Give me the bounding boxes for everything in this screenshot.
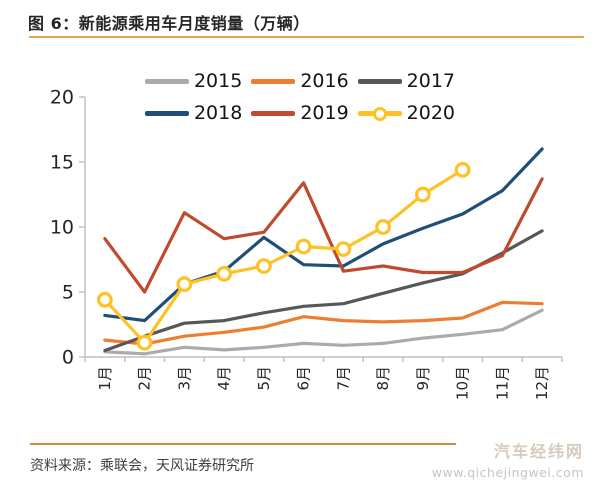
x-axis-label: 11月 <box>493 366 511 400</box>
series-marker-2020 <box>415 186 431 203</box>
y-axis-label: 15 <box>50 152 74 174</box>
series-line-2015 <box>103 308 544 356</box>
title-divider <box>29 36 584 38</box>
x-axis-label: 6月 <box>295 366 313 391</box>
x-axis-label: 9月 <box>414 366 432 391</box>
y-axis-label: 10 <box>50 217 74 239</box>
series-marker-2020 <box>176 276 193 293</box>
y-axis-label: 5 <box>62 282 74 304</box>
series-marker-2020 <box>136 334 153 351</box>
line-chart: 0 5 10 15 20 1月 2月 3月 4月 5月 6月 7月 8月 9月 10月 11月 12月 <box>50 87 563 400</box>
figure-title: 图 6：新能源乘用车月度销量（万辆） <box>28 14 310 33</box>
series-line-2016 <box>103 300 544 346</box>
x-axis-label: 8月 <box>374 366 392 391</box>
series-marker-2020 <box>335 241 352 258</box>
y-axis-label: 20 <box>50 87 74 109</box>
series-marker-2020 <box>96 291 113 308</box>
source-note: 资料来源：乘联会，天风证券研究所 <box>30 458 254 474</box>
x-axis-label: 3月 <box>175 366 193 391</box>
x-axis-label: 10月 <box>454 366 472 400</box>
x-axis-label: 1月 <box>96 366 114 391</box>
x-axis-label: 2月 <box>136 366 154 391</box>
y-axis-label: 0 <box>62 347 74 369</box>
x-axis-label: 12月 <box>533 366 551 400</box>
series-marker-2020 <box>454 161 471 178</box>
watermark-name: 汽车经纬网 <box>493 442 584 461</box>
series-marker-2020 <box>216 265 233 282</box>
series-marker-2020 <box>295 238 312 255</box>
x-axis-label: 4月 <box>215 366 233 391</box>
watermark: 汽车经纬网 www.qichejingwei.com <box>432 438 584 480</box>
footer-divider <box>30 443 456 445</box>
series-line-2020 <box>103 168 465 345</box>
x-axis-label: 5月 <box>255 366 273 391</box>
series-marker-2020 <box>256 258 272 274</box>
series-line-2019 <box>103 177 544 294</box>
watermark-url: www.qichejingwei.com <box>431 465 584 480</box>
x-axis-label: 7月 <box>334 366 352 391</box>
series-marker-2020 <box>375 219 392 235</box>
series-line-2018 <box>103 147 544 323</box>
